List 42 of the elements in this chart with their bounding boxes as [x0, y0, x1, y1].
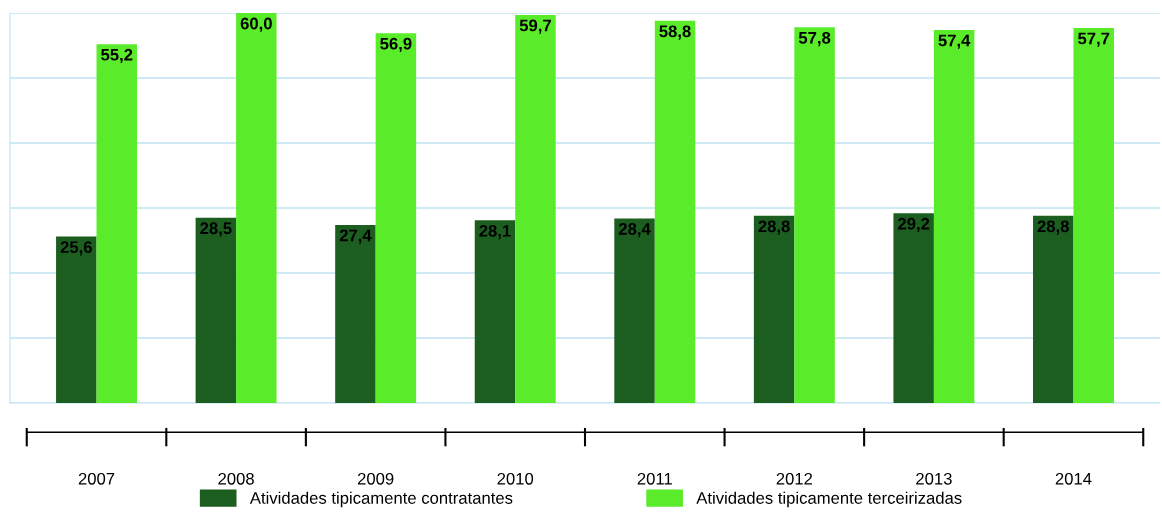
data-label: 28,5: [200, 222, 232, 237]
bar: [794, 27, 835, 403]
bar: [375, 33, 417, 403]
x-tick-label: 2010: [497, 472, 534, 485]
bar: [195, 217, 237, 403]
bar: [96, 44, 137, 403]
data-label: 28,8: [1037, 220, 1069, 235]
data-label: 28,4: [618, 223, 651, 238]
data-label: 57,8: [798, 31, 831, 47]
data-label: 58,8: [659, 25, 691, 40]
bar: [753, 215, 795, 403]
x-tick-label: 2014: [1055, 472, 1092, 485]
bar: [474, 220, 516, 403]
data-label: 57,7: [1078, 32, 1110, 47]
bar: [933, 29, 975, 403]
data-label: 27,4: [339, 229, 372, 244]
data-label: 25,6: [60, 241, 92, 256]
x-tick-label: 2008: [218, 472, 254, 485]
bar: [1073, 27, 1114, 403]
x-tick-label: 2011: [637, 472, 672, 485]
data-label: 60,0: [240, 17, 272, 32]
data-label: 55,2: [101, 48, 133, 64]
data-label: 59,7: [519, 19, 551, 34]
bar: [654, 20, 696, 403]
x-tick-label: 2013: [916, 472, 952, 485]
bar: [236, 13, 277, 403]
x-tick-label: 2012: [776, 472, 813, 485]
legend-label: Atividades tipicamente contratantes: [249, 491, 513, 508]
data-label: 29,2: [898, 217, 930, 233]
data-label: 28,8: [758, 220, 790, 235]
bar: [56, 236, 97, 403]
data-label: 28,1: [479, 224, 511, 240]
bar: [335, 224, 376, 403]
bar: [515, 14, 556, 403]
x-tick-label: 2007: [78, 472, 115, 485]
bar: [1033, 215, 1074, 403]
data-label: 56,9: [380, 37, 412, 52]
legend-label: Atividades tipicamente terceirizadas: [696, 491, 962, 508]
data-label: 57,4: [938, 34, 971, 49]
x-tick-label: 2009: [357, 472, 394, 485]
bar: [614, 218, 655, 403]
bar: [893, 213, 934, 403]
